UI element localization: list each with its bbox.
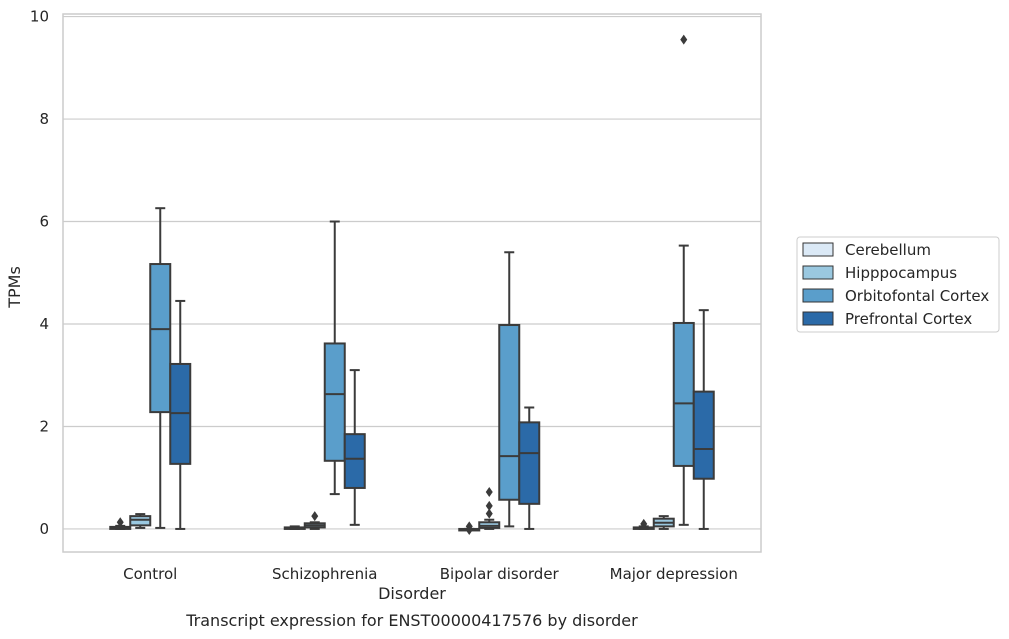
box-2-2: [498, 251, 521, 528]
iqr-box: [692, 390, 715, 480]
x-tick-labels: Control Schizophrenia Bipolar disorder Majo…: [123, 565, 738, 583]
x-tick-label: Schizophrenia: [272, 565, 377, 583]
outlier-point: [116, 517, 124, 528]
box-3-1: [343, 369, 366, 526]
box-3-0: [169, 299, 192, 530]
box-2-1: [323, 220, 346, 496]
iqr-box: [129, 515, 152, 527]
legend-label: Cerebellum: [845, 241, 931, 259]
outlier-point: [680, 34, 688, 45]
chart-caption: Transcript expression for ENST0000041757…: [185, 611, 638, 630]
iqr-box: [498, 324, 521, 501]
outlier-point: [311, 511, 319, 522]
iqr-box: [323, 342, 346, 462]
legend-label: Prefrontal Cortex: [845, 310, 972, 328]
legend-swatch: [802, 242, 834, 257]
box-1-2: [478, 518, 501, 530]
iqr-box: [518, 421, 541, 505]
outlier-point: [485, 508, 493, 519]
y-tick-label: 6: [39, 213, 49, 231]
iqr-box: [672, 321, 695, 467]
box-3-2: [518, 406, 541, 530]
legend-swatch: [802, 311, 834, 326]
x-tick-label: Bipolar disorder: [440, 565, 560, 583]
box-1-1: [303, 521, 326, 530]
y-tick-label: 4: [39, 315, 49, 333]
iqr-box: [149, 263, 172, 414]
x-tick-label: Control: [123, 565, 177, 583]
box-2-0: [149, 207, 172, 529]
box-1-3: [652, 515, 675, 530]
y-tick-label: 10: [30, 8, 49, 26]
outliers: [116, 34, 688, 535]
box-1-0: [129, 513, 152, 529]
y-tick-label: 2: [39, 417, 49, 435]
outlier-point: [465, 524, 473, 535]
boxes: [109, 207, 715, 532]
y-axis-label: TPMs: [5, 266, 24, 309]
outlier-point: [485, 487, 493, 498]
y-tick-label: 8: [39, 110, 49, 128]
legend-box: [796, 236, 1000, 333]
legend-label: Orbitofontal Cortex: [845, 287, 989, 305]
legend-swatch: [802, 265, 834, 280]
iqr-box: [343, 433, 366, 489]
x-axis-label: Disorder: [378, 584, 446, 603]
legend-swatch: [802, 288, 834, 303]
y-tick-label: 0: [39, 520, 49, 538]
legend-label: Hipppocampus: [845, 264, 957, 282]
outlier-point: [485, 500, 493, 511]
x-tick-label: Major depression: [610, 565, 738, 583]
legend: Cerebellum Hipppocampus Orbitofontal Corte…: [796, 236, 1000, 333]
outlier-point: [640, 518, 648, 529]
box-3-3: [692, 309, 715, 530]
box-0-1: [283, 525, 306, 530]
y-tick-labels: 0 2 4 6 8 10: [30, 8, 49, 538]
